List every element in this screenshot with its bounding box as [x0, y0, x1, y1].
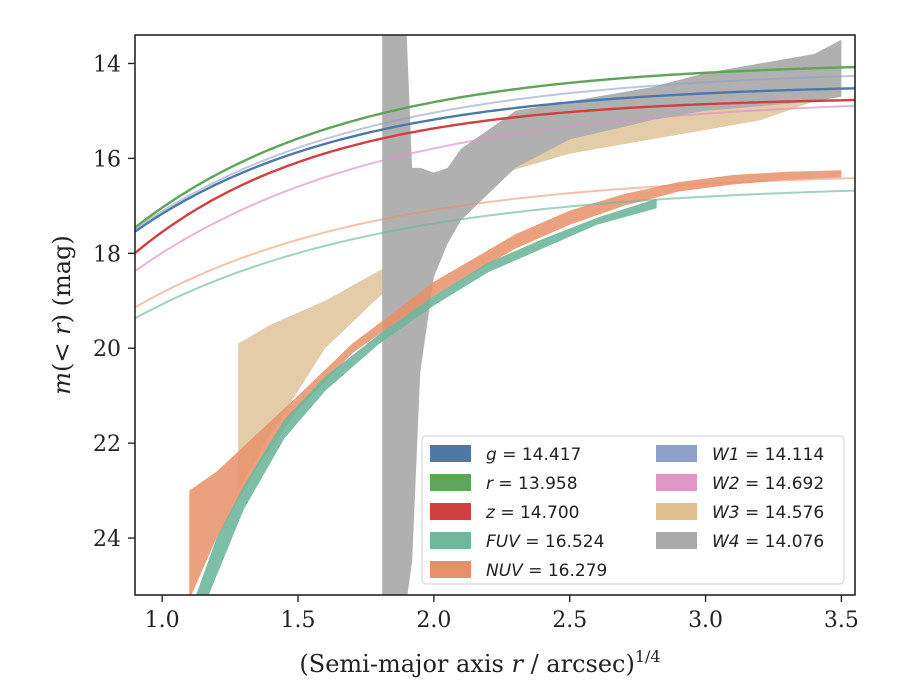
legend-label: r = 13.958 [486, 474, 578, 494]
legend-label: W4 = 14.076 [712, 532, 824, 552]
y-tick-label: 22 [93, 432, 121, 457]
x-tick-label: 2.5 [552, 608, 587, 633]
model-line-g [135, 87, 855, 233]
legend-swatch [656, 532, 697, 549]
legend-label: FUV = 16.524 [486, 532, 604, 552]
legend-swatch [656, 503, 697, 520]
y-axis-label: m(< r) (mag) [48, 235, 76, 395]
legend-label: z = 14.700 [485, 503, 579, 523]
legend-label: g = 14.417 [486, 445, 581, 465]
x-tick-label: 2.0 [416, 608, 451, 633]
plot-frame [134, 34, 856, 596]
x-tick-label: 3.0 [688, 608, 723, 633]
x-tick-label: 1.0 [145, 608, 180, 633]
legend-swatch [656, 474, 697, 491]
model-line-fuv [135, 189, 855, 320]
model-line-w1 [135, 74, 855, 230]
model-line-z [135, 98, 855, 255]
model-line-nuv [135, 177, 855, 309]
legend-swatch [430, 561, 471, 578]
y-tick-label: 16 [93, 147, 121, 172]
y-tick-label: 18 [93, 242, 121, 267]
legend-swatch [430, 503, 471, 520]
legend-swatch [430, 474, 471, 491]
x-tick-label: 3.5 [824, 608, 859, 633]
legend-swatch [656, 445, 697, 462]
legend-label: NUV = 16.279 [486, 561, 607, 581]
band-w3 [238, 87, 815, 491]
legend: g = 14.417 r = 13.958 z = 14.700 FUV = 16.5… [421, 435, 845, 585]
model-line-w2 [135, 104, 855, 272]
model-line-r [135, 65, 855, 229]
band-w4 [382, 35, 842, 595]
legend-swatch [430, 532, 471, 549]
legend-label: W2 = 14.692 [712, 474, 824, 494]
legend-swatch [430, 445, 471, 462]
y-tick-label: 20 [93, 337, 121, 362]
y-tick-label: 24 [93, 527, 121, 552]
legend-label: W1 = 14.114 [712, 445, 824, 465]
x-tick-label: 1.5 [281, 608, 316, 633]
x-axis-label: (Semi-major axis r / arcsec)1/4 [299, 647, 660, 678]
y-tick-label: 14 [93, 52, 121, 77]
legend-frame [421, 435, 845, 585]
legend-label: W3 = 14.576 [712, 503, 824, 523]
